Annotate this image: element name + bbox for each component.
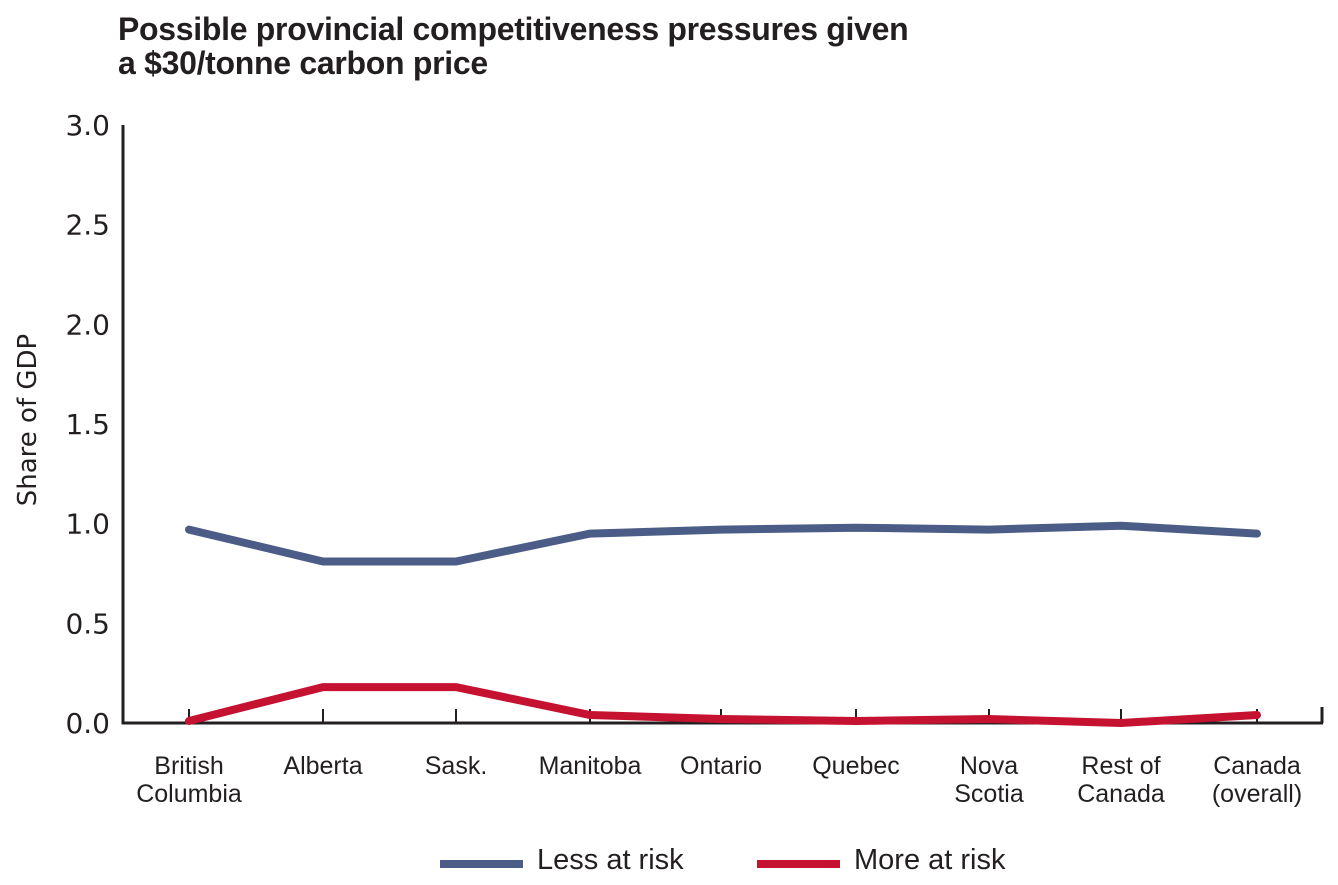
x-tick-label: (overall) (1212, 780, 1302, 808)
x-tick-label: Alberta (283, 752, 362, 780)
x-tick-label: Columbia (136, 780, 242, 808)
legend-swatch (440, 860, 523, 868)
x-tick-label: Canada (1077, 780, 1165, 808)
legend: Less at risk More at risk (440, 844, 1006, 876)
x-tick-label: Scotia (954, 780, 1024, 808)
chart-title-line-1: Possible provincial competitiveness pres… (118, 11, 909, 47)
y-tick-label: 2.5 (65, 209, 110, 242)
y-tick-label: 0.0 (65, 707, 110, 740)
y-tick-label: 1.0 (65, 508, 110, 541)
y-tick-label: 2.0 (65, 308, 110, 341)
y-tick-label: 3.0 (65, 109, 110, 142)
series-lines (185, 521, 1261, 728)
x-tick-label: Sask. (425, 752, 488, 780)
x-tick-label: Canada (1213, 752, 1301, 780)
legend-swatch (757, 860, 840, 868)
x-tick-label: Ontario (680, 752, 762, 780)
series-line-more-at-risk (185, 683, 1261, 728)
chart-title-line-2: a $30/tonne carbon price (118, 45, 488, 81)
x-tick-label: Rest of (1081, 752, 1160, 780)
legend-label: Less at risk (537, 844, 684, 876)
series-line-less-at-risk (185, 521, 1261, 566)
x-tick-label: Quebec (812, 752, 900, 780)
chart-title: Possible provincial competitiveness pres… (118, 11, 909, 81)
x-tick-label: Manitoba (539, 752, 642, 780)
y-tick-label: 0.5 (65, 607, 110, 640)
y-axis-label: Share of GDP (13, 334, 43, 506)
y-tick-label: 1.5 (65, 408, 110, 441)
x-tick-label: Nova (960, 752, 1018, 780)
x-tick-label: British (154, 752, 223, 780)
legend-label: More at risk (854, 844, 1006, 876)
y-axis: 0.0 0.5 1.0 1.5 2.0 2.5 3.0 (65, 109, 125, 740)
